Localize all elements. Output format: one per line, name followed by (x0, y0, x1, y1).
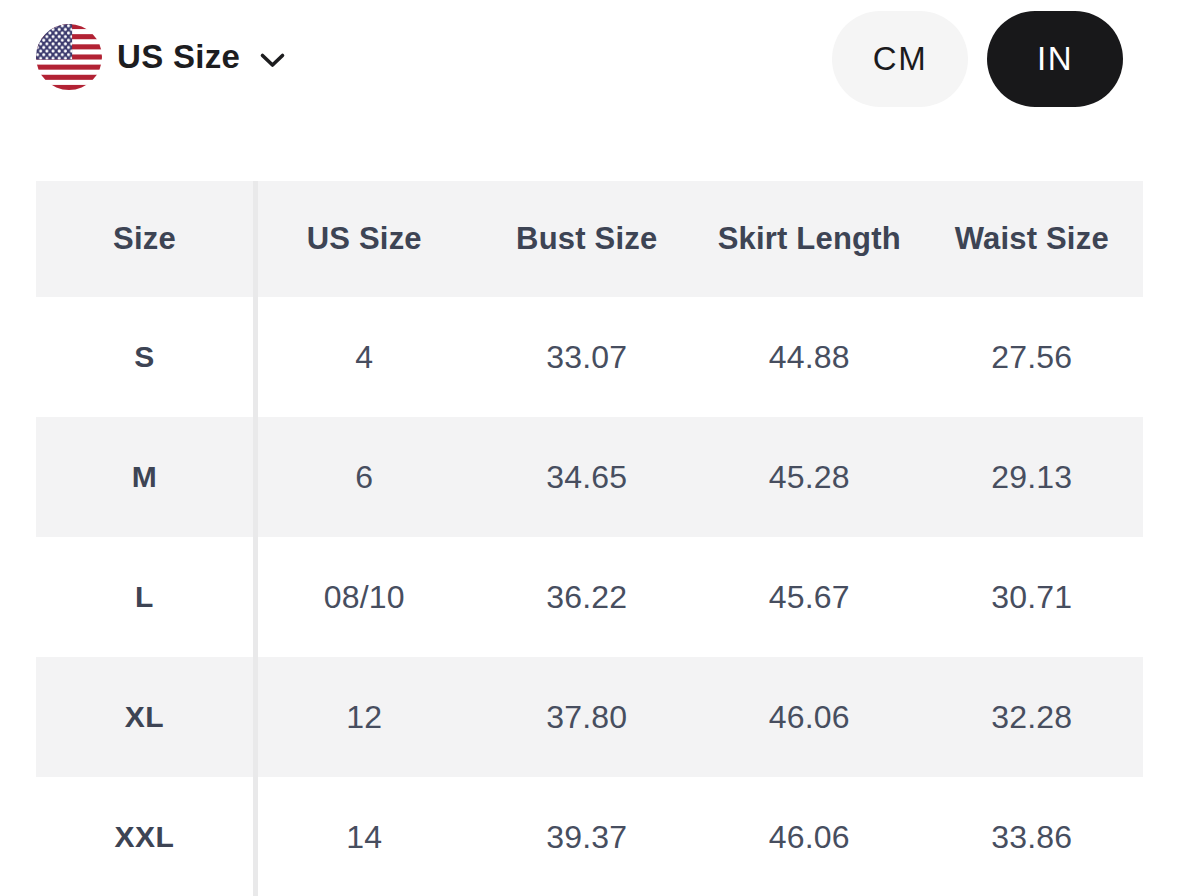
table-row: XL 12 37.80 46.06 32.28 (36, 657, 1143, 777)
cell-skirt-length: 44.88 (698, 297, 921, 417)
cell-waist-size: 30.71 (921, 537, 1144, 657)
unit-in-button[interactable]: IN (987, 11, 1123, 107)
table-row: L 08/10 36.22 45.67 30.71 (36, 537, 1143, 657)
cell-skirt-length: 45.67 (698, 537, 921, 657)
region-size-label: US Size (117, 38, 240, 76)
cell-size: XXL (36, 777, 253, 896)
cell-bust-size: 39.37 (476, 777, 699, 896)
cell-waist-size: 29.13 (921, 417, 1144, 537)
cell-us-size: 14 (253, 777, 476, 896)
unit-cm-button[interactable]: CM (832, 11, 968, 107)
cell-us-size: 08/10 (253, 537, 476, 657)
cell-size: M (36, 417, 253, 537)
cell-skirt-length: 45.28 (698, 417, 921, 537)
size-chart-table: Size US Size Bust Size Skirt Length Wais… (36, 181, 1143, 896)
table-row: S 4 33.07 44.88 27.56 (36, 297, 1143, 417)
column-header-skirt-length: Skirt Length (698, 181, 921, 297)
chevron-down-icon (259, 46, 286, 69)
cell-waist-size: 33.86 (921, 777, 1144, 896)
cell-us-size: 4 (253, 297, 476, 417)
column-header-bust-size: Bust Size (476, 181, 699, 297)
cell-bust-size: 36.22 (476, 537, 699, 657)
cell-size: XL (36, 657, 253, 777)
cell-waist-size: 27.56 (921, 297, 1144, 417)
table-row: M 6 34.65 45.28 29.13 (36, 417, 1143, 537)
column-header-size: Size (36, 181, 253, 297)
cell-waist-size: 32.28 (921, 657, 1144, 777)
cell-bust-size: 37.80 (476, 657, 699, 777)
cell-bust-size: 33.07 (476, 297, 699, 417)
cell-size: L (36, 537, 253, 657)
us-flag-icon (36, 24, 102, 90)
table-row: XXL 14 39.37 46.06 33.86 (36, 777, 1143, 896)
column-header-us-size: US Size (253, 181, 476, 297)
cell-size: S (36, 297, 253, 417)
column-header-waist-size: Waist Size (921, 181, 1144, 297)
table-header-row: Size US Size Bust Size Skirt Length Wais… (36, 181, 1143, 297)
region-size-selector[interactable]: US Size (36, 24, 286, 90)
cell-us-size: 12 (253, 657, 476, 777)
cell-skirt-length: 46.06 (698, 657, 921, 777)
cell-bust-size: 34.65 (476, 417, 699, 537)
cell-skirt-length: 46.06 (698, 777, 921, 896)
cell-us-size: 6 (253, 417, 476, 537)
